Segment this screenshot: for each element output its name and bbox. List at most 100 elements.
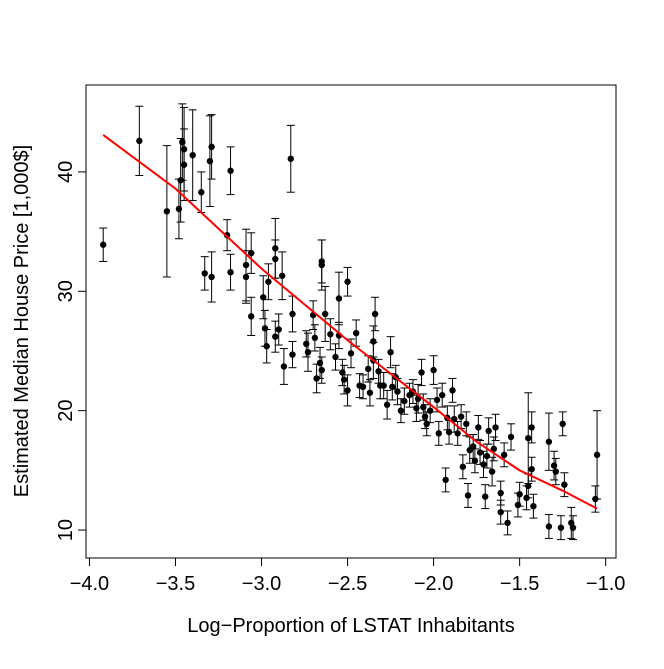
point	[261, 325, 269, 332]
point	[289, 351, 296, 358]
point	[545, 438, 553, 445]
plot-frame	[85, 84, 617, 559]
point	[287, 155, 294, 162]
point	[469, 443, 477, 450]
point	[206, 157, 214, 165]
point	[557, 524, 565, 531]
point	[260, 294, 267, 301]
point	[247, 249, 255, 257]
point	[471, 457, 479, 465]
point	[475, 424, 482, 431]
point	[433, 396, 441, 404]
point	[227, 268, 234, 276]
point	[476, 449, 484, 456]
point	[530, 502, 537, 510]
point	[275, 326, 282, 333]
point	[371, 310, 379, 318]
point	[483, 452, 491, 460]
point	[439, 391, 446, 399]
point	[561, 481, 568, 488]
x-tick-label: −3.5	[156, 573, 195, 595]
x-axis-label: Log−Proportion of LSTAT Inhabitants	[187, 615, 514, 637]
point	[100, 241, 107, 248]
x-tick-label: −3.0	[242, 573, 281, 595]
point	[366, 389, 374, 396]
point	[359, 383, 367, 391]
point	[208, 143, 215, 151]
point	[593, 451, 601, 459]
point	[335, 295, 343, 302]
point	[445, 428, 453, 436]
point	[525, 434, 532, 442]
point	[263, 343, 270, 350]
point	[389, 383, 396, 391]
point	[242, 273, 250, 281]
point	[280, 363, 288, 370]
y-tick-label: 40	[55, 161, 77, 183]
point	[340, 376, 348, 383]
point	[516, 491, 523, 498]
point	[418, 369, 425, 376]
point	[413, 405, 420, 412]
point	[500, 451, 508, 459]
point	[344, 387, 351, 394]
point	[397, 407, 405, 414]
point	[552, 468, 559, 475]
point	[311, 334, 319, 342]
x-tick-label: −2.0	[414, 573, 453, 595]
point	[457, 413, 465, 420]
x-tick-label: −1.0	[586, 573, 625, 595]
x-tick-label: −2.5	[328, 573, 367, 595]
point	[401, 397, 408, 405]
point	[459, 463, 467, 470]
point	[318, 258, 325, 265]
point	[179, 138, 186, 146]
point	[201, 270, 208, 277]
point	[497, 489, 504, 497]
point	[426, 407, 434, 414]
point	[289, 310, 296, 318]
point	[303, 340, 310, 348]
point	[504, 519, 511, 527]
point	[332, 353, 339, 361]
point	[394, 388, 401, 395]
point	[344, 278, 351, 285]
point	[318, 366, 325, 374]
point	[480, 461, 487, 468]
point	[352, 329, 360, 337]
point	[265, 278, 272, 285]
point	[528, 424, 535, 431]
point	[430, 366, 437, 374]
point	[559, 420, 566, 428]
point	[442, 476, 449, 484]
point	[528, 465, 535, 473]
point	[272, 333, 279, 340]
point	[435, 430, 442, 437]
x-tick-label: −1.5	[500, 573, 539, 595]
point	[488, 468, 496, 475]
point	[507, 433, 515, 441]
point	[247, 313, 255, 320]
point	[304, 348, 312, 356]
y-axis-label: Estimated Median House Price [1,000$]	[11, 145, 33, 497]
point	[327, 331, 334, 338]
point	[545, 523, 553, 530]
point	[451, 415, 458, 423]
point	[485, 427, 492, 435]
point	[227, 167, 234, 174]
point	[492, 424, 499, 431]
point	[316, 359, 324, 367]
point	[198, 189, 205, 196]
y-tick-label: 10	[55, 519, 77, 541]
y-tick-label: 20	[55, 400, 77, 422]
point	[421, 413, 429, 420]
point	[454, 430, 461, 437]
point	[464, 492, 472, 499]
point	[383, 401, 391, 408]
point	[525, 482, 532, 490]
point	[278, 272, 286, 279]
point	[569, 524, 577, 531]
x-tick-label: −4.0	[70, 573, 109, 595]
point	[189, 151, 196, 159]
